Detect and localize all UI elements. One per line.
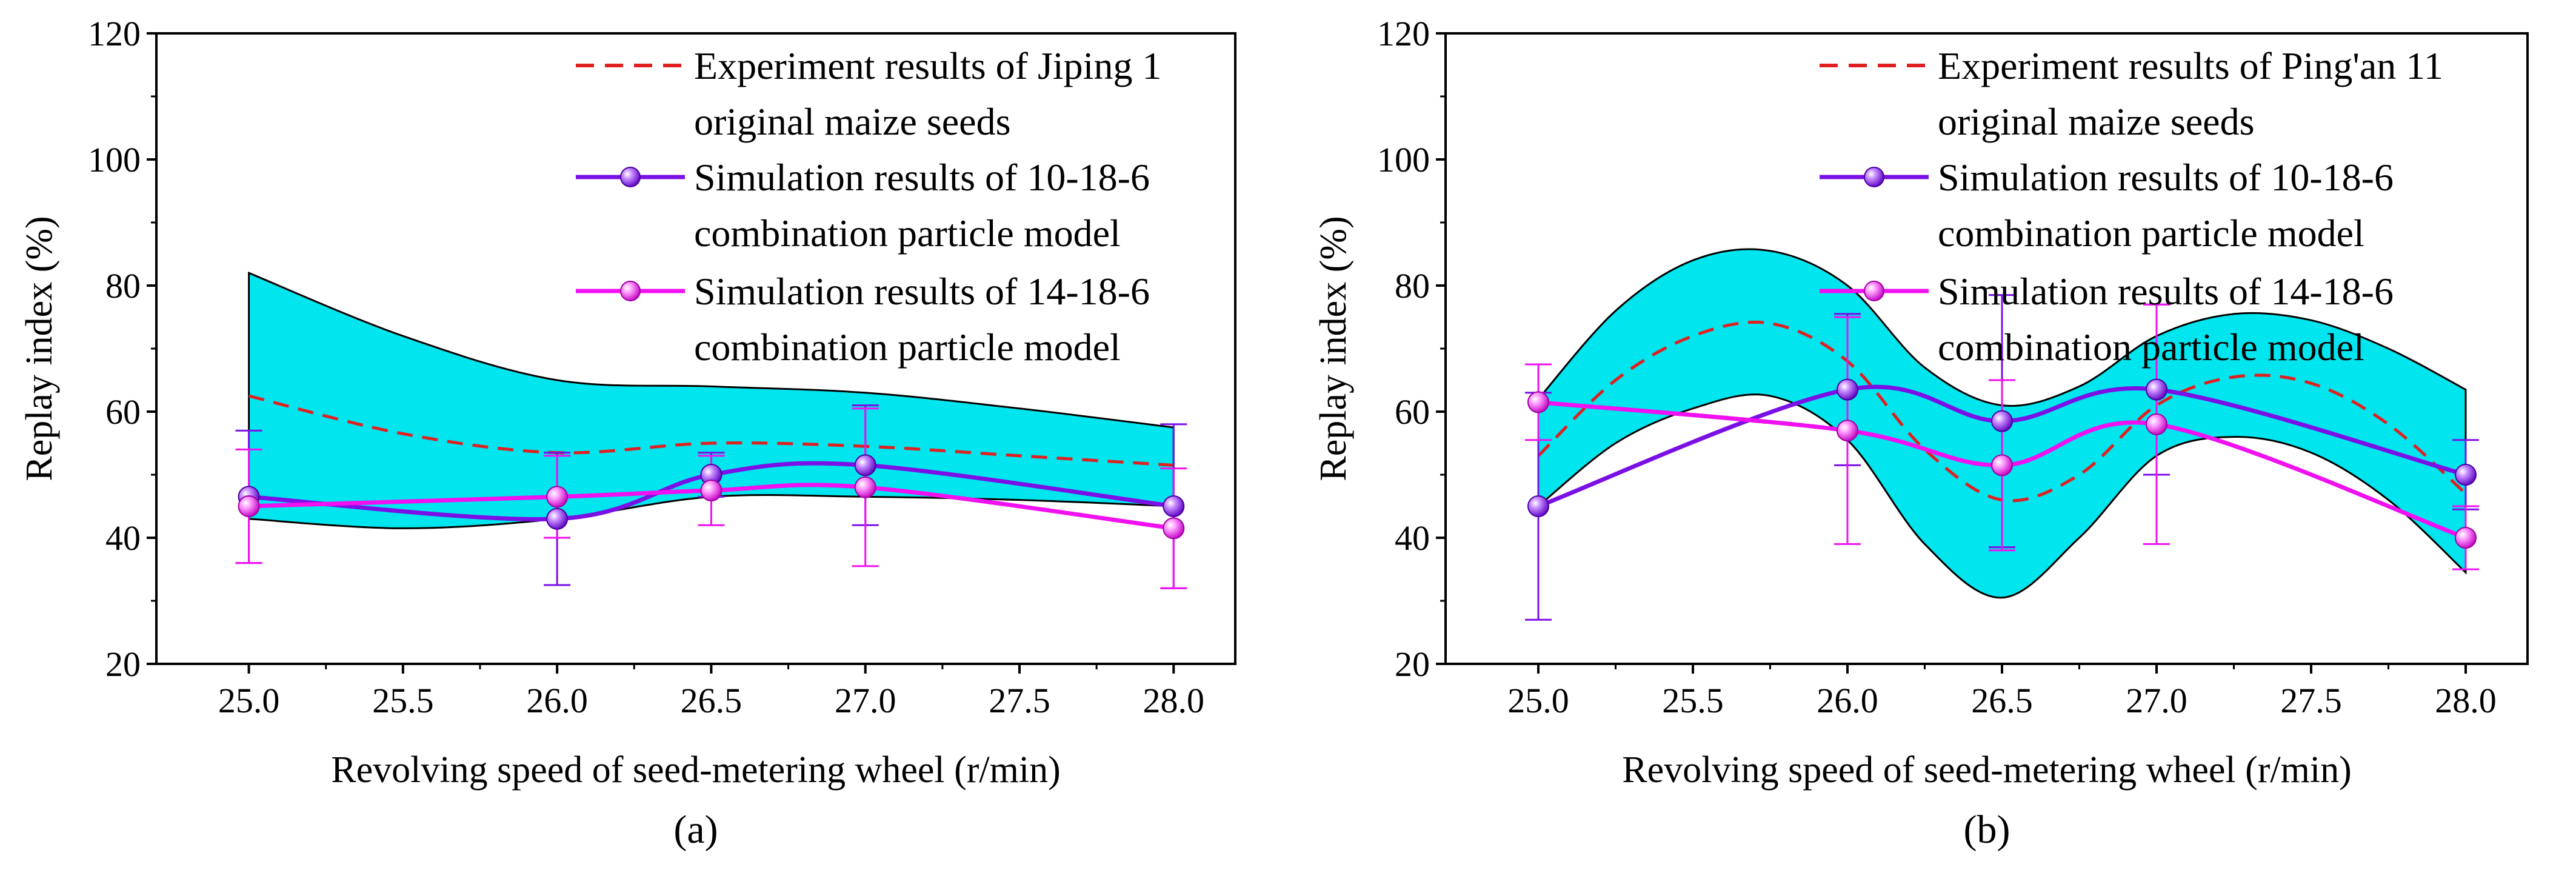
data-point-sim_14_18_6 <box>546 486 569 508</box>
data-point-sim_14_18_6 <box>238 495 260 517</box>
data-point-sim_10_18_6 <box>2455 464 2477 486</box>
data-point-sim_10_18_6 <box>2146 378 2167 401</box>
x-tick-label: 27.5 <box>989 681 1050 720</box>
y-tick-label: 100 <box>88 140 141 179</box>
chart-panel-a: 25.0 25.5 26.0 26.5 27.0 27.5 28.0 20 40 60 80 100 1… <box>19 14 1236 852</box>
legend-label: combination particle model <box>1938 212 2364 255</box>
x-tick-label: 26.0 <box>1817 681 1878 720</box>
data-point-sim_10_18_6 <box>1527 495 1549 517</box>
x-axis-label: Revolving speed of seed-metering wheel (… <box>1622 749 2351 791</box>
y-axis-label: Replay index (%) <box>19 216 60 481</box>
data-point-sim_14_18_6 <box>1837 420 1858 442</box>
x-tick-label: 26.5 <box>681 681 742 720</box>
data-point-sim_14_18_6 <box>854 476 876 498</box>
y-tick-label: 100 <box>1377 140 1430 179</box>
data-point-sim_10_18_6 <box>1991 410 2013 432</box>
x-tick-label: 26.5 <box>1971 681 2033 720</box>
chart-panel-b: 25.0 25.5 26.0 26.5 27.0 27.5 28.0 20 40 60 80 100 1… <box>1313 14 2529 852</box>
legend-label: original maize seeds <box>694 100 1010 143</box>
legend-label: original maize seeds <box>1938 100 2254 143</box>
x-tick-label: 25.0 <box>218 681 280 720</box>
series-line-experiment <box>248 394 1174 467</box>
y-tick-label: 80 <box>1395 266 1430 306</box>
y-tick-label: 120 <box>88 14 141 53</box>
x-tick-label: 25.5 <box>372 681 434 720</box>
x-tick-label: 27.0 <box>2126 681 2187 720</box>
panel-label: (b) <box>1964 808 2010 852</box>
series-line-experiment <box>1537 320 2467 503</box>
x-axis-label: Revolving speed of seed-metering wheel (… <box>331 749 1060 791</box>
legend-marker-sim-14-18-6 <box>620 281 641 301</box>
data-point-sim_14_18_6 <box>1527 391 1549 413</box>
data-point-sim_14_18_6 <box>2455 527 2477 549</box>
y-tick-label: 60 <box>105 392 141 432</box>
legend-marker-sim-14-18-6 <box>1864 281 1884 301</box>
legend-label: Experiment results of Jiping 1 <box>694 44 1161 87</box>
legend-label: Simulation results of 10-18-6 <box>1938 156 2394 199</box>
legend-marker-sim-10-18-6 <box>620 167 641 187</box>
legend-a: Experiment results of Jiping 1 original … <box>576 44 1161 369</box>
data-point-sim_10_18_6 <box>1163 495 1185 517</box>
x-tick-label: 27.5 <box>2280 681 2342 720</box>
y-tick-label: 40 <box>1395 518 1430 558</box>
x-tick-label: 26.0 <box>526 681 588 720</box>
legend-label: combination particle model <box>694 326 1121 369</box>
y-tick-label: 60 <box>1395 392 1430 432</box>
x-tick-label: 28.0 <box>2435 681 2497 720</box>
legend-label: Experiment results of Ping'an 11 <box>1938 44 2443 87</box>
y-tick-label: 80 <box>105 266 141 306</box>
data-point-sim_14_18_6 <box>2146 413 2167 435</box>
x-tick-label: 25.0 <box>1507 681 1569 720</box>
data-point-sim_10_18_6 <box>546 507 569 530</box>
data-point-sim_14_18_6 <box>1163 517 1185 540</box>
legend-label: combination particle model <box>1938 326 2364 369</box>
plot-area-a: 25.0 25.5 26.0 26.5 27.0 27.5 28.0 20 40 60 80 100 1… <box>88 14 1236 720</box>
legend-label: Simulation results of 14-18-6 <box>694 270 1150 313</box>
legend-label: Simulation results of 10-18-6 <box>694 156 1150 199</box>
legend-marker-sim-10-18-6 <box>1864 167 1884 187</box>
data-point-sim_14_18_6 <box>700 480 722 501</box>
legend-b: Experiment results of Ping'an 11 origina… <box>1820 44 2443 369</box>
data-point-sim_10_18_6 <box>1837 378 1858 401</box>
legend-label: Simulation results of 14-18-6 <box>1938 270 2394 313</box>
y-tick-label: 20 <box>105 644 141 684</box>
y-tick-label: 40 <box>105 518 141 558</box>
plot-area-b: 25.0 25.5 26.0 26.5 27.0 27.5 28.0 20 40 60 80 100 1… <box>1377 14 2529 720</box>
data-point-sim_14_18_6 <box>1991 454 2013 477</box>
x-tick-label: 27.0 <box>835 681 896 720</box>
x-tick-label: 25.5 <box>1662 681 1724 720</box>
y-tick-label: 20 <box>1395 644 1430 684</box>
panel-label: (a) <box>673 808 718 852</box>
x-tick-label: 28.0 <box>1143 681 1205 720</box>
y-tick-label: 120 <box>1377 14 1430 53</box>
y-axis-label: Replay index (%) <box>1313 216 1354 481</box>
data-point-sim_10_18_6 <box>854 454 876 477</box>
legend-label: combination particle model <box>694 212 1121 255</box>
